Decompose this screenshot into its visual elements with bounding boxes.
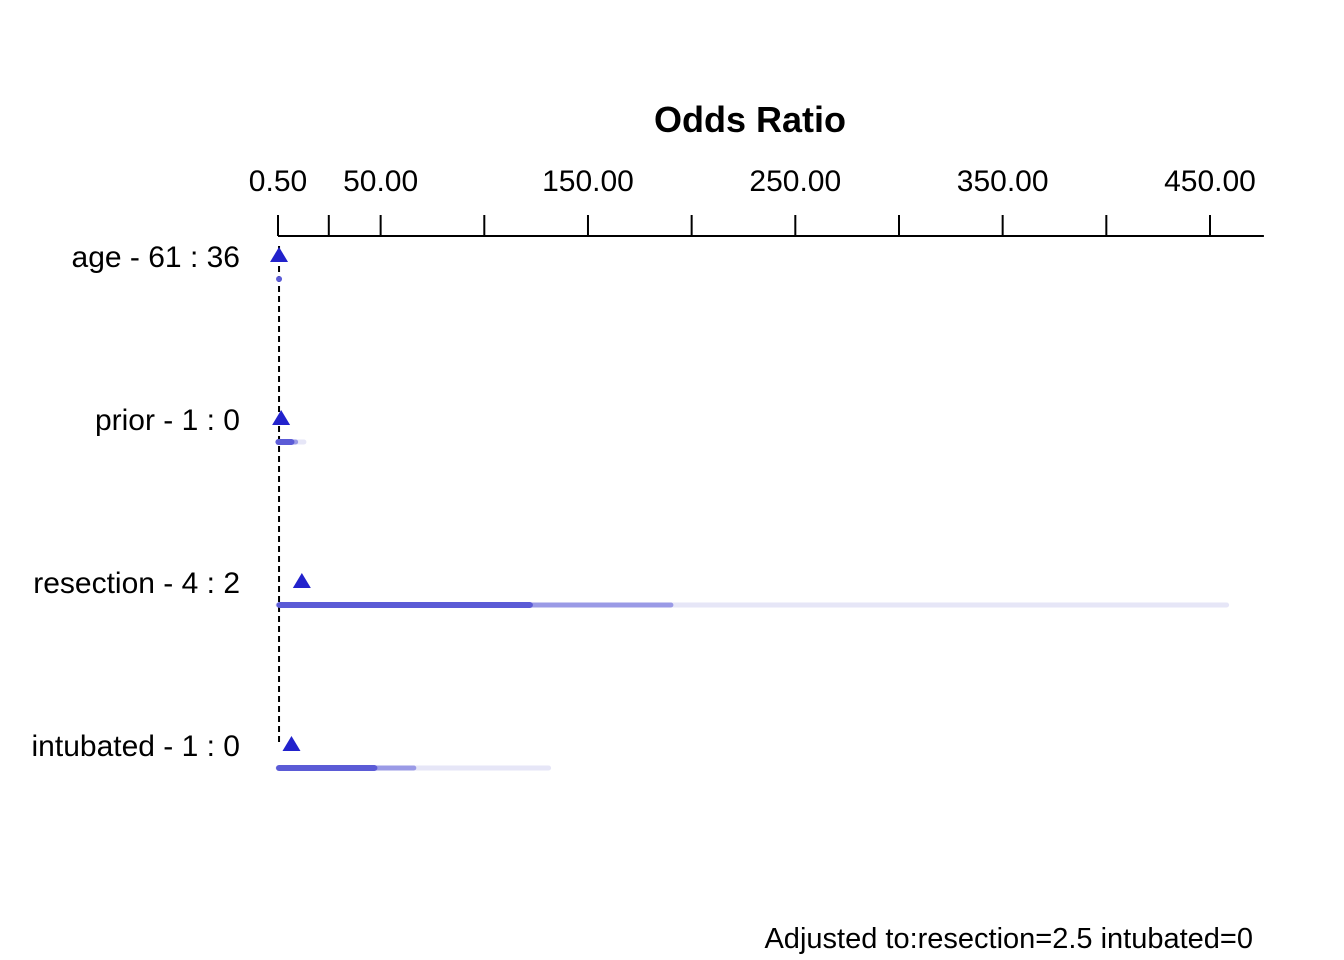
point-estimate-marker — [292, 573, 311, 588]
x-tick-label: 50.00 — [343, 165, 418, 198]
estimate-row: intubated - 1 : 0 — [32, 730, 552, 771]
chart-title: Odds Ratio — [654, 99, 846, 140]
estimate-row: resection - 4 : 2 — [33, 567, 1230, 608]
x-tick-label: 150.00 — [542, 165, 634, 198]
estimate-row: age - 61 : 36 — [72, 241, 289, 282]
row-label: age - 61 : 36 — [72, 241, 240, 274]
x-tick-label: 0.50 — [249, 165, 307, 198]
estimate-rows: age - 61 : 36 prior - 1 : 0 resection - 4 … — [32, 241, 1230, 771]
x-tick-label: 450.00 — [1164, 165, 1256, 198]
row-label: intubated - 1 : 0 — [32, 730, 240, 763]
point-estimate-marker — [272, 410, 291, 425]
row-label: resection - 4 : 2 — [33, 567, 240, 600]
adjustment-note: Adjusted to:resection=2.5 intubated=0 — [764, 923, 1253, 955]
x-tick-label: 350.00 — [957, 165, 1049, 198]
point-estimate-marker — [270, 247, 289, 262]
x-axis: 0.50 50.00 150.00 250.00 350.00 450.00 — [249, 165, 1264, 237]
estimate-row: prior - 1 : 0 — [95, 404, 307, 445]
point-estimate-marker — [282, 736, 301, 751]
row-label: prior - 1 : 0 — [95, 404, 240, 437]
x-tick-label: 250.00 — [749, 165, 841, 198]
